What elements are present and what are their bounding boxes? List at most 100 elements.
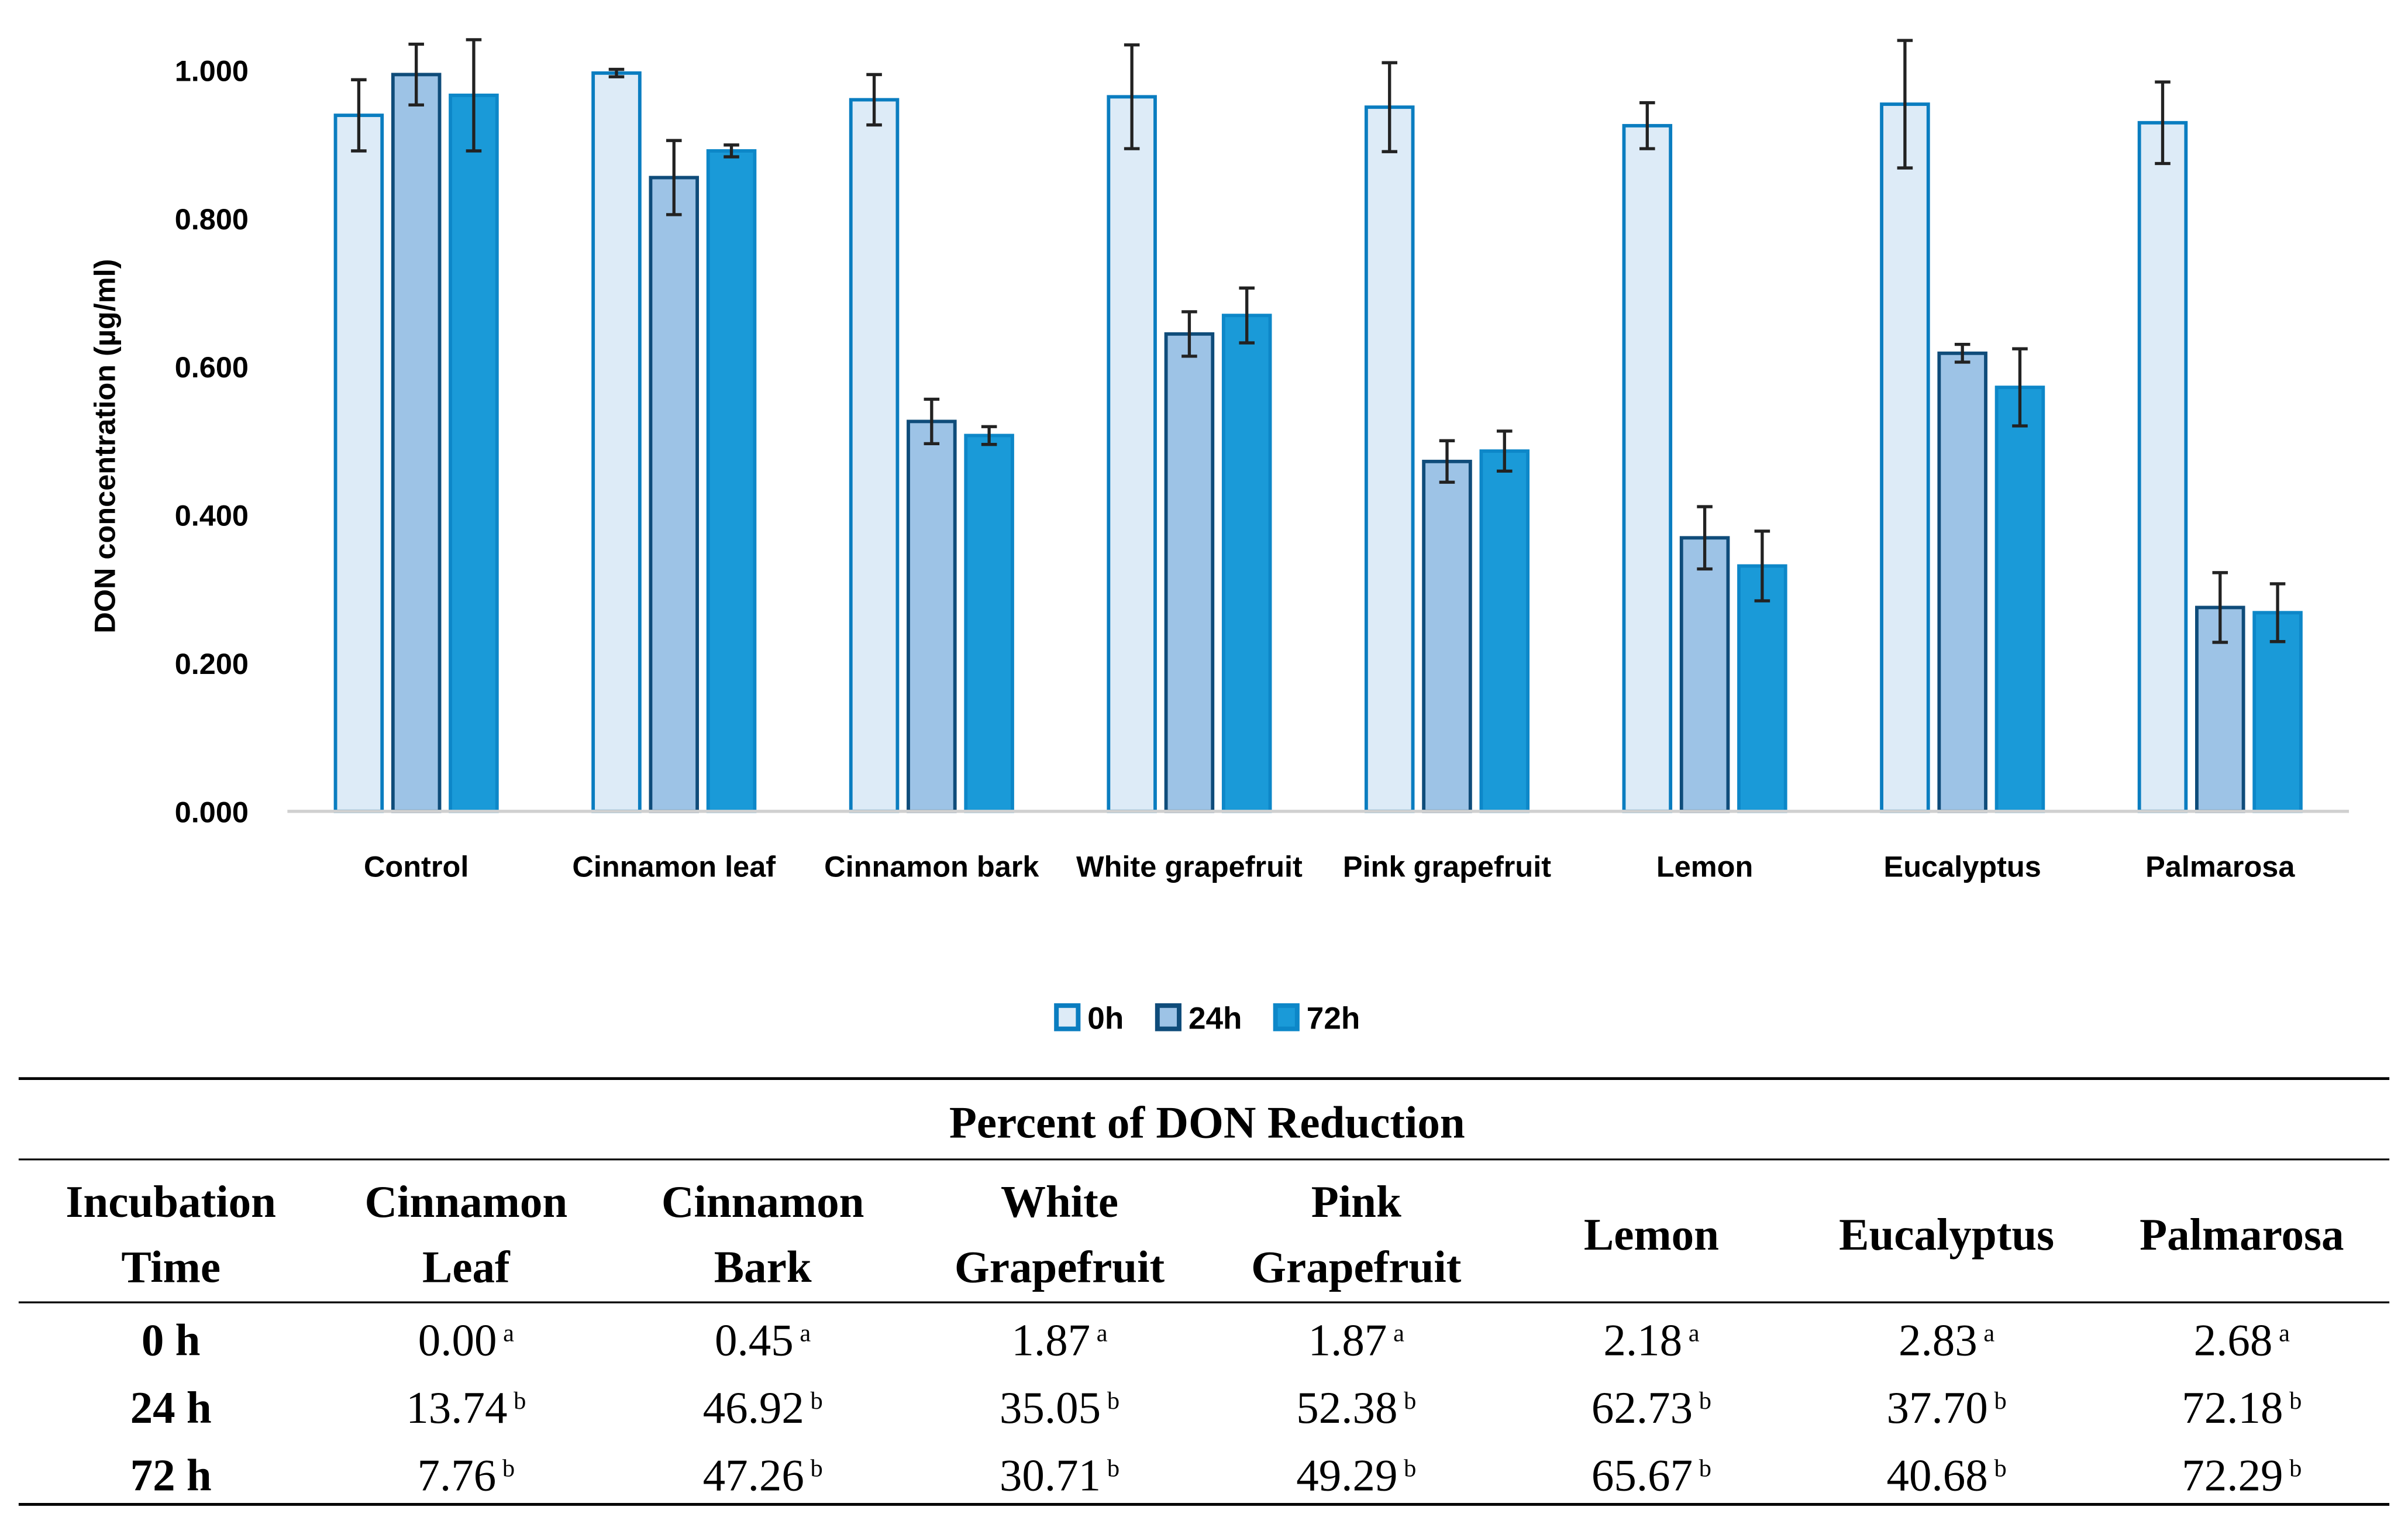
x-tick-label-box: Palmarosa [2145,852,2295,885]
bar-0h [1622,123,1673,813]
bar-chart: 0.000 0.200 0.400 0.600 0.800 1.000 Control Cin… [175,38,2350,885]
significance-letter: a [1393,1320,1404,1347]
bar-0h [333,113,384,813]
bar-24h [907,419,957,813]
y-tick-label: 0.000 [175,795,249,828]
significance-letter: b [1699,1387,1711,1415]
x-tick-label-box: Lemon [1656,851,1754,885]
significance-letter: b [810,1455,822,1482]
cell-value: 2.83 [1899,1315,1978,1365]
x-tick-label: Cinnamon bark [824,851,1039,885]
x-tick-label-box: Cinnamon leaf [572,851,776,885]
table-cell: 40.68 b [1887,1450,2007,1501]
bar-72h [1737,564,1787,813]
table-cell: 30.71 b [1000,1450,1119,1501]
table-title: Percent of DON Reduction [949,1098,1465,1148]
legend-swatch-72h [1273,1003,1300,1031]
column-header: Incubation [66,1177,276,1227]
table-cell: 2.83 a [1899,1315,1994,1365]
significance-letter: b [1699,1455,1711,1482]
significance-letter: b [514,1387,526,1415]
table-cell: 35.05 b [1000,1382,1119,1433]
table-cell: 72.18 b [2182,1382,2302,1433]
bar-72h [1221,314,1272,813]
column-header: Cinnamon [662,1177,864,1227]
table-cell: 2.68 a [2194,1315,2290,1365]
table-cell: 7.76 b [418,1450,515,1501]
bar-0h [2137,121,2188,813]
row-header: 0 h [142,1315,201,1365]
legend-label: 0h [1087,1002,1124,1036]
x-tick-label-box: Pink grapefruit [1342,851,1552,885]
table-cell: 49.29 b [1296,1450,1416,1501]
cell-value: 7.76 [418,1450,497,1501]
bar-24h [1164,332,1215,813]
x-tick-label: Eucalyptus [1883,851,2041,885]
legend-swatch-0h [1054,1003,1081,1031]
bar-24h [1937,351,1987,813]
bar-24h [649,176,700,813]
x-tick-label-box: Cinnamon bark [824,851,1039,885]
x-tick-label: Lemon [1656,851,1754,885]
legend-swatch-24h [1155,1003,1181,1031]
bar-0h [1107,95,1157,813]
column-header: Bark [714,1242,812,1292]
cell-value: 1.87 [1011,1315,1090,1365]
table-cell: 65.67 b [1591,1450,1711,1501]
column-header: Pink [1311,1177,1401,1227]
y-tick-label: 1.000 [175,54,249,87]
x-tick-label-box: White grapefruit [1076,851,1303,885]
cell-value: 62.73 [1591,1382,1693,1433]
table-cell: 0.00 a [418,1315,514,1365]
table-cell: 0.45 a [715,1315,811,1365]
cell-value: 40.68 [1887,1450,1988,1501]
column-header: Palmarosa [2140,1209,2344,1260]
column-header: Leaf [422,1242,511,1292]
column-header: Grapefruit [955,1242,1165,1292]
cell-value: 52.38 [1296,1382,1397,1433]
cell-value: 2.68 [2194,1315,2273,1365]
cell-value: 49.29 [1296,1450,1397,1501]
bar-0h [591,71,642,813]
significance-letter: a [2279,1320,2290,1347]
y-tick-label: 0.800 [175,202,249,236]
legend-label: 24h [1189,1002,1242,1036]
cell-value: 72.18 [2182,1382,2283,1433]
table-cell: 37.70 b [1887,1382,2007,1433]
cell-value: 0.00 [418,1315,497,1365]
x-tick-label: Pink grapefruit [1342,851,1552,885]
table-cell: 2.18 a [1603,1315,1699,1365]
significance-letter: b [1994,1387,2006,1415]
cell-value: 65.67 [1591,1450,1693,1501]
x-tick-label: Control [363,851,469,885]
table-cell: 46.92 b [703,1382,823,1433]
cell-value: 37.70 [1887,1382,1988,1433]
cell-value: 35.05 [1000,1382,1101,1433]
significance-letter: b [2289,1387,2302,1415]
bar-0h [849,98,900,813]
x-tick-label: Cinnamon leaf [572,851,776,885]
bar-0h [1880,102,1930,813]
significance-letter: b [2289,1455,2302,1482]
row-header: 24 h [130,1382,212,1433]
y-tick-label: 0.200 [175,647,249,680]
cell-value: 13.74 [406,1382,507,1433]
bar-24h [391,73,442,813]
table-cell: 1.87 a [1308,1315,1404,1365]
significance-letter: b [1107,1455,1119,1482]
significance-letter: a [503,1320,514,1347]
cell-value: 2.18 [1603,1315,1682,1365]
cell-value: 47.26 [703,1450,804,1501]
column-header: White [1001,1177,1118,1227]
bar-0h [1364,105,1415,813]
column-header: Eucalyptus [1839,1209,2054,1260]
table-cell: 1.87 a [1011,1315,1107,1365]
bar-72h [449,93,499,813]
x-tick-label-box: Control [363,851,469,885]
significance-letter: b [1107,1387,1119,1415]
x-tick-label: White grapefruit [1076,851,1303,885]
y-tick-label: 0.400 [175,499,249,532]
significance-letter: a [1983,1320,1994,1347]
table-cell: 52.38 b [1296,1382,1416,1433]
